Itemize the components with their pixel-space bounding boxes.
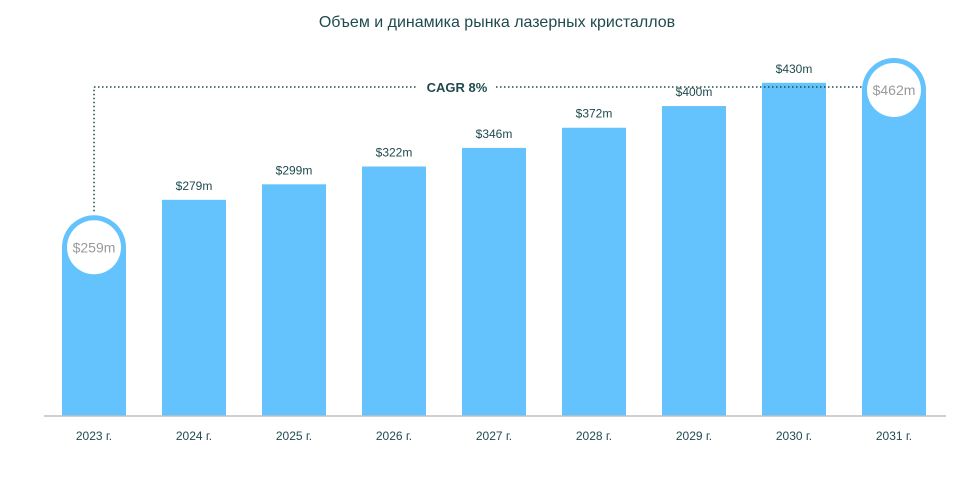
labels-layer: $259m 2023 г. $279m 2024 г. $299m 2025 г. $322… [73, 62, 916, 443]
bar-2 [262, 184, 326, 416]
data-label-1: $279m [176, 179, 213, 193]
data-label-6: $400m [676, 85, 713, 99]
bar-3 [362, 166, 426, 416]
bars-layer [62, 58, 926, 417]
data-label-5: $372m [576, 107, 613, 121]
data-label-2: $299m [276, 163, 313, 177]
x-tick-label-1: 2024 г. [176, 429, 212, 443]
bar-highlight-circle-0 [67, 220, 121, 275]
bar-6 [662, 106, 726, 417]
bar-7 [762, 82, 826, 416]
x-tick-label-3: 2026 г. [376, 429, 412, 443]
cagr-annotation: CAGR 8% [93, 80, 862, 212]
data-label-0: $259m [73, 239, 116, 255]
x-tick-label-6: 2029 г. [676, 429, 712, 443]
x-tick-label-5: 2028 г. [576, 429, 612, 443]
bar-highlight-circle-8 [867, 63, 921, 117]
data-label-8: $462m [873, 82, 916, 98]
chart-title: Объем и динамика рынка лазерных кристалл… [318, 14, 676, 31]
bar-4 [462, 147, 526, 416]
x-tick-label-2: 2025 г. [276, 429, 312, 443]
cagr-label: CAGR 8% [427, 80, 488, 95]
bar-1 [162, 199, 226, 416]
bar-8 [862, 58, 926, 416]
x-tick-label-4: 2027 г. [476, 429, 512, 443]
bar-5 [562, 127, 626, 416]
data-label-7: $430m [776, 62, 813, 76]
x-tick-label-0: 2023 г. [76, 429, 112, 443]
x-tick-label-8: 2031 г. [876, 429, 912, 443]
x-tick-label-7: 2030 г. [776, 429, 812, 443]
data-label-4: $346m [476, 127, 513, 141]
data-label-3: $322m [376, 145, 413, 159]
